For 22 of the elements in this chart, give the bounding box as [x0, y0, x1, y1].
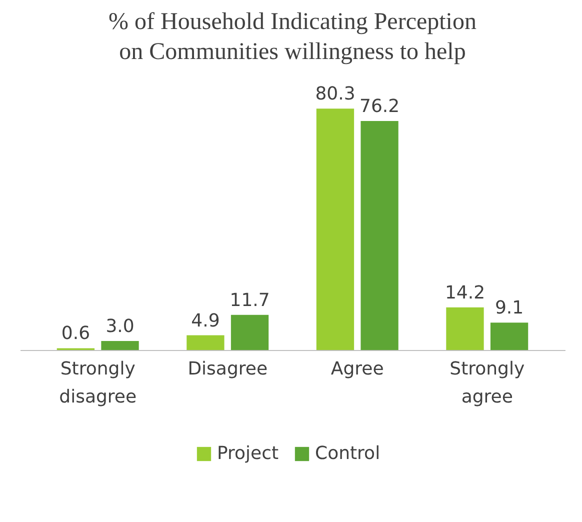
x-tick-label: Strongly disagree [59, 358, 137, 408]
bar [446, 307, 484, 350]
chart-title: % of Household Indicating Perception on Communities willingness to help [108, 9, 476, 65]
data-label: 3.0 [106, 316, 134, 337]
data-label: 4.9 [191, 310, 220, 332]
data-label: 9.1 [494, 298, 524, 319]
legend-label: Control [315, 443, 380, 464]
bar [230, 314, 269, 350]
bar [101, 340, 139, 350]
data-label: 76.2 [359, 96, 400, 117]
bar [316, 108, 354, 350]
x-tick-label: Agree [330, 358, 384, 380]
data-label: 0.6 [61, 323, 90, 344]
data-label: 80.3 [315, 84, 356, 105]
data-label: 14.2 [444, 282, 486, 304]
bar [490, 322, 528, 350]
bar [360, 120, 398, 350]
bar [186, 335, 224, 350]
data-label: 11.7 [230, 290, 270, 311]
x-tick-label: Strongly agree [450, 358, 525, 408]
legend-label: Project [217, 443, 279, 464]
x-tick-label: Disagree [188, 358, 268, 380]
